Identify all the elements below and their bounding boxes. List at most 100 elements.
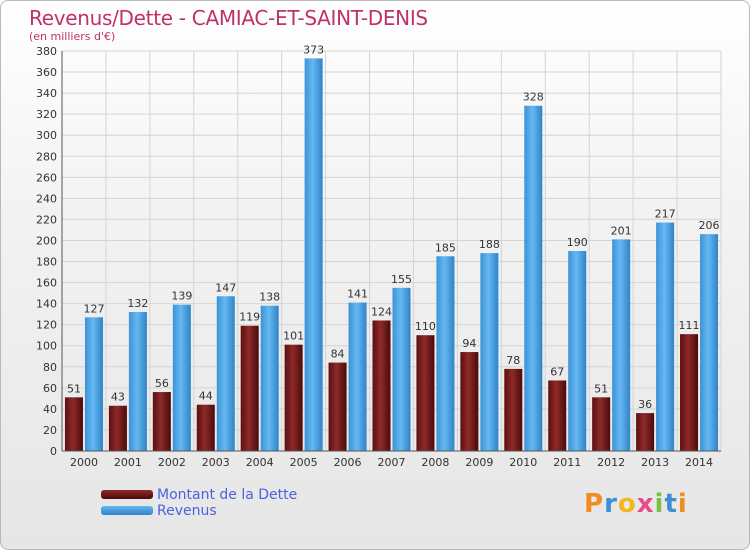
bars	[64, 58, 719, 452]
value-label-revenus: 132	[127, 297, 148, 310]
x-tick-label: 2001	[114, 456, 142, 469]
proxiti-logo: Proxiti	[584, 489, 688, 519]
x-tick-label: 2013	[641, 456, 669, 469]
x-tick-label: 2000	[70, 456, 98, 469]
x-tick-label: 2008	[421, 456, 449, 469]
bar-revenus	[216, 296, 235, 451]
y-tick-label: 20	[43, 424, 57, 437]
x-tick-label: 2011	[553, 456, 581, 469]
x-tick-label: 2012	[597, 456, 625, 469]
logo-letter: i	[677, 489, 688, 519]
value-label-revenus: 185	[435, 241, 456, 254]
legend-label-revenus: Revenus	[157, 503, 217, 519]
value-label-revenus: 201	[611, 224, 632, 237]
logo-letter: r	[604, 489, 618, 519]
y-tick-label: 380	[36, 45, 57, 58]
bar-dette	[680, 334, 699, 451]
bar-dette	[108, 405, 127, 451]
y-tick-label: 100	[36, 340, 57, 353]
logo-letter: x	[636, 489, 655, 519]
bar-revenus	[436, 256, 455, 451]
bar-dette	[504, 368, 523, 451]
y-tick-label: 260	[36, 171, 57, 184]
bar-revenus	[392, 287, 411, 451]
y-tick-label: 340	[36, 87, 57, 100]
bar-dette	[152, 392, 171, 451]
value-label-dette: 84	[331, 348, 345, 361]
bar-dette	[372, 320, 391, 451]
value-label-revenus: 190	[567, 236, 588, 249]
value-label-dette: 110	[415, 320, 436, 333]
value-label-dette: 56	[155, 377, 169, 390]
bar-revenus	[656, 222, 675, 451]
bar-revenus	[568, 251, 587, 451]
y-tick-label: 40	[43, 403, 57, 416]
x-tick-label: 2007	[378, 456, 406, 469]
logo-letter: t	[664, 489, 678, 519]
bar-dette	[636, 413, 655, 451]
bar-revenus	[172, 304, 191, 451]
logo-letter: o	[617, 489, 637, 519]
value-label-dette: 36	[638, 398, 652, 411]
bar-revenus	[480, 253, 499, 451]
x-tick-label: 2003	[202, 456, 230, 469]
value-label-dette: 44	[199, 390, 213, 403]
value-label-dette: 67	[550, 365, 564, 378]
value-label-revenus: 141	[347, 288, 368, 301]
y-tick-label: 160	[36, 277, 57, 290]
value-label-revenus: 217	[655, 208, 676, 221]
chart-subtitle: (en milliers d'€)	[29, 30, 116, 43]
y-tick-label: 240	[36, 192, 57, 205]
legend-swatch-revenus	[101, 506, 153, 515]
value-label-dette: 94	[462, 337, 476, 350]
legend-label-debt: Montant de la Dette	[157, 487, 298, 503]
value-label-dette: 51	[67, 382, 81, 395]
axes: 0 20 40 60 80 100 120 140 160 180 200 220 240 260 280 3…	[36, 45, 721, 469]
y-tick-label: 220	[36, 213, 57, 226]
logo-letter: i	[654, 489, 665, 519]
bar-dette	[196, 404, 215, 451]
y-tick-label: 140	[36, 298, 57, 311]
y-tick-label: 200	[36, 234, 57, 247]
value-label-dette: 51	[594, 382, 608, 395]
value-label-revenus: 188	[479, 238, 500, 251]
bar-revenus	[348, 302, 367, 451]
x-tick-label: 2006	[334, 456, 362, 469]
value-label-revenus: 139	[171, 290, 192, 303]
value-label-revenus: 138	[259, 291, 280, 304]
y-tick-label: 300	[36, 129, 57, 142]
bar-revenus	[84, 317, 103, 451]
bar-revenus	[524, 105, 543, 451]
value-label-revenus: 328	[523, 91, 544, 104]
bar-revenus	[304, 58, 323, 452]
value-label-dette: 43	[111, 391, 125, 404]
bar-revenus	[612, 239, 631, 451]
chart-title: Revenus/Dette - CAMIAC-ET-SAINT-DENIS	[29, 6, 428, 30]
logo-letter: P	[584, 489, 605, 519]
bar-dette	[548, 380, 567, 451]
value-label-revenus: 147	[215, 281, 236, 294]
bar-dette	[460, 352, 479, 451]
y-tick-label: 60	[43, 382, 57, 395]
y-tick-label: 180	[36, 256, 57, 269]
y-tick-label: 0	[50, 445, 57, 458]
value-label-dette: 111	[679, 319, 700, 332]
value-label-dette: 124	[371, 305, 392, 318]
x-tick-label: 2004	[246, 456, 274, 469]
bar-dette	[592, 397, 611, 451]
bar-dette	[284, 344, 303, 451]
x-tick-label: 2009	[465, 456, 493, 469]
y-tick-label: 120	[36, 319, 57, 332]
legend-swatch-debt	[101, 490, 153, 499]
y-tick-label: 360	[36, 66, 57, 79]
bar-revenus	[700, 234, 719, 451]
bar-dette	[328, 362, 347, 451]
x-tick-label: 2002	[158, 456, 186, 469]
bar-dette	[416, 335, 435, 451]
bar-dette	[240, 325, 259, 451]
bar-revenus	[128, 312, 147, 451]
bar-dette	[64, 397, 83, 451]
x-tick-label: 2014	[685, 456, 713, 469]
